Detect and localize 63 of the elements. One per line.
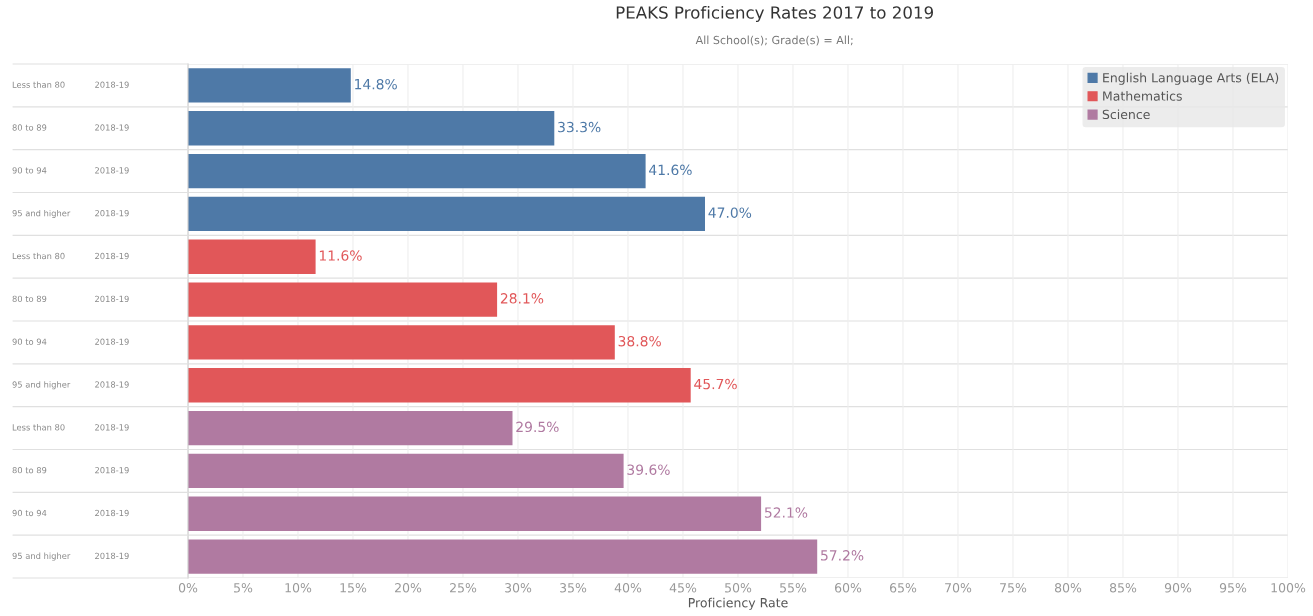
x-tick-label: 0% bbox=[178, 583, 198, 593]
x-tick-label: 15% bbox=[340, 583, 367, 593]
bar bbox=[188, 68, 351, 103]
category-label: 90 to 94 2018-19 bbox=[12, 509, 129, 517]
category-label: Less than 80 2018-19 bbox=[12, 252, 129, 260]
x-tick-label: 5% bbox=[234, 583, 253, 593]
data-label: 45.7% bbox=[694, 378, 737, 390]
bar bbox=[188, 325, 615, 360]
data-label: 47.0% bbox=[708, 207, 752, 218]
x-axis-title: Proficiency Rate bbox=[688, 597, 788, 610]
data-label: 57.2% bbox=[821, 550, 864, 561]
x-tick-label: 80% bbox=[1054, 583, 1082, 593]
category-label: 90 to 94 2018-19 bbox=[12, 167, 129, 174]
x-tick-label: 35% bbox=[560, 583, 587, 593]
category-label: 80 to 89 2018-19 bbox=[12, 295, 129, 302]
legend-label: English Language Arts (ELA) bbox=[1103, 72, 1279, 85]
chart-title: PEAKS Proficiency Rates 2017 to 2019 bbox=[616, 5, 933, 23]
x-tick-label: 20% bbox=[395, 583, 422, 593]
bar bbox=[188, 239, 316, 274]
category-label: 80 to 89 2018-19 bbox=[12, 124, 129, 131]
x-tick-label: 40% bbox=[614, 583, 642, 593]
bar bbox=[188, 410, 513, 446]
data-label: 38.8% bbox=[618, 335, 661, 347]
category-label: 95 and higher 2018-19 bbox=[12, 209, 129, 218]
x-tick-label: 25% bbox=[450, 583, 477, 593]
x-tick-label: 65% bbox=[889, 583, 917, 593]
x-tick-label: 10% bbox=[285, 583, 312, 593]
data-label: 33.3% bbox=[558, 121, 601, 133]
legend-label: Science bbox=[1102, 109, 1150, 120]
chart-subtitle: All School(s); Grade(s) = All; bbox=[695, 35, 853, 46]
bar bbox=[188, 111, 555, 146]
category-label: 90 to 94 2018-19 bbox=[12, 338, 129, 345]
x-tick-label: 100% bbox=[1271, 583, 1306, 593]
bar bbox=[188, 453, 624, 489]
x-tick-label: 75% bbox=[1000, 583, 1027, 593]
bar bbox=[188, 368, 691, 403]
x-tick-label: 70% bbox=[945, 583, 972, 593]
bar bbox=[188, 153, 646, 189]
category-label: 80 to 89 2018-19 bbox=[12, 467, 129, 474]
x-tick-label: 85% bbox=[1109, 583, 1137, 593]
bar bbox=[188, 496, 762, 531]
x-tick-label: 50% bbox=[725, 583, 752, 593]
bar bbox=[188, 539, 818, 574]
data-label: 11.6% bbox=[319, 250, 362, 261]
data-label: 39.6% bbox=[627, 464, 670, 475]
x-tick-label: 55% bbox=[780, 583, 807, 593]
data-label: 28.1% bbox=[500, 293, 544, 304]
x-tick-label: 90% bbox=[1164, 583, 1192, 593]
x-tick-label: 95% bbox=[1219, 583, 1247, 593]
category-label: Less than 80 2018-19 bbox=[12, 81, 129, 88]
bar bbox=[188, 196, 705, 232]
category-label: Less than 80 2018-19 bbox=[12, 424, 129, 431]
x-tick-label: 60% bbox=[834, 583, 862, 593]
data-label: 52.1% bbox=[764, 507, 808, 518]
data-label: 29.5% bbox=[516, 421, 559, 433]
x-tick-label: 45% bbox=[669, 583, 697, 593]
category-label: 95 and higher 2018-19 bbox=[12, 552, 129, 561]
data-label: 41.6% bbox=[649, 164, 692, 176]
x-tick-label: 30% bbox=[505, 583, 532, 593]
category-label: 95 and higher 2018-19 bbox=[12, 381, 129, 390]
legend-label: Mathematics bbox=[1103, 91, 1182, 101]
data-label: 14.8% bbox=[355, 78, 397, 90]
bar bbox=[188, 282, 498, 317]
